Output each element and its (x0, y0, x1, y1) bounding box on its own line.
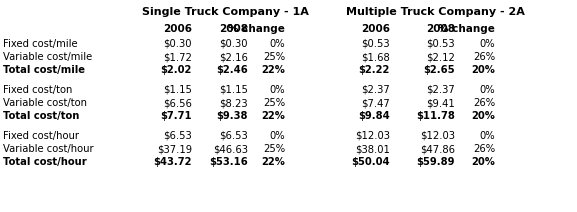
Text: Total cost/ton: Total cost/ton (3, 111, 80, 121)
Text: 2008: 2008 (219, 24, 248, 34)
Text: $2.37: $2.37 (426, 85, 455, 95)
Text: $6.56: $6.56 (163, 98, 192, 108)
Text: Variable cost/hour: Variable cost/hour (3, 144, 93, 154)
Text: $2.16: $2.16 (219, 52, 248, 62)
Text: $0.30: $0.30 (219, 39, 248, 49)
Text: 22%: 22% (261, 65, 285, 75)
Text: 2008: 2008 (426, 24, 455, 34)
Text: $2.37: $2.37 (361, 85, 390, 95)
Text: $53.16: $53.16 (209, 157, 248, 167)
Text: 26%: 26% (473, 144, 495, 154)
Text: Total cost/hour: Total cost/hour (3, 157, 87, 167)
Text: 25%: 25% (263, 144, 285, 154)
Text: $59.89: $59.89 (417, 157, 455, 167)
Text: Fixed cost/mile: Fixed cost/mile (3, 39, 78, 49)
Text: $1.15: $1.15 (163, 85, 192, 95)
Text: $12.03: $12.03 (355, 131, 390, 141)
Text: 2006: 2006 (361, 24, 390, 34)
Text: 25%: 25% (263, 52, 285, 62)
Text: $2.12: $2.12 (426, 52, 455, 62)
Text: $0.53: $0.53 (426, 39, 455, 49)
Text: Variable cost/ton: Variable cost/ton (3, 98, 87, 108)
Text: $2.46: $2.46 (216, 65, 248, 75)
Text: $9.41: $9.41 (426, 98, 455, 108)
Text: 0%: 0% (269, 131, 285, 141)
Text: $8.23: $8.23 (219, 98, 248, 108)
Text: % change: % change (228, 24, 285, 34)
Text: $37.19: $37.19 (157, 144, 192, 154)
Text: $2.02: $2.02 (160, 65, 192, 75)
Text: 20%: 20% (471, 111, 495, 121)
Text: $1.15: $1.15 (219, 85, 248, 95)
Text: $0.30: $0.30 (163, 39, 192, 49)
Text: $9.38: $9.38 (216, 111, 248, 121)
Text: $6.53: $6.53 (219, 131, 248, 141)
Text: $38.01: $38.01 (355, 144, 390, 154)
Text: 0%: 0% (479, 85, 495, 95)
Text: $1.72: $1.72 (163, 52, 192, 62)
Text: 26%: 26% (473, 98, 495, 108)
Text: % change: % change (438, 24, 495, 34)
Text: Fixed cost/hour: Fixed cost/hour (3, 131, 79, 141)
Text: Multiple Truck Company - 2A: Multiple Truck Company - 2A (346, 7, 524, 17)
Text: Total cost/mile: Total cost/mile (3, 65, 85, 75)
Text: 22%: 22% (261, 157, 285, 167)
Text: $0.53: $0.53 (361, 39, 390, 49)
Text: $11.78: $11.78 (416, 111, 455, 121)
Text: Fixed cost/ton: Fixed cost/ton (3, 85, 72, 95)
Text: $43.72: $43.72 (153, 157, 192, 167)
Text: 0%: 0% (479, 39, 495, 49)
Text: $2.22: $2.22 (359, 65, 390, 75)
Text: Single Truck Company - 1A: Single Truck Company - 1A (141, 7, 309, 17)
Text: 0%: 0% (269, 39, 285, 49)
Text: 20%: 20% (471, 65, 495, 75)
Text: $7.47: $7.47 (361, 98, 390, 108)
Text: $6.53: $6.53 (163, 131, 192, 141)
Text: 0%: 0% (479, 131, 495, 141)
Text: $1.68: $1.68 (361, 52, 390, 62)
Text: Variable cost/mile: Variable cost/mile (3, 52, 92, 62)
Text: 25%: 25% (263, 98, 285, 108)
Text: $12.03: $12.03 (420, 131, 455, 141)
Text: $9.84: $9.84 (358, 111, 390, 121)
Text: 26%: 26% (473, 52, 495, 62)
Text: $7.71: $7.71 (160, 111, 192, 121)
Text: 0%: 0% (269, 85, 285, 95)
Text: 22%: 22% (261, 111, 285, 121)
Text: 20%: 20% (471, 157, 495, 167)
Text: $47.86: $47.86 (420, 144, 455, 154)
Text: 2006: 2006 (163, 24, 192, 34)
Text: $50.04: $50.04 (351, 157, 390, 167)
Text: $46.63: $46.63 (213, 144, 248, 154)
Text: $2.65: $2.65 (424, 65, 455, 75)
